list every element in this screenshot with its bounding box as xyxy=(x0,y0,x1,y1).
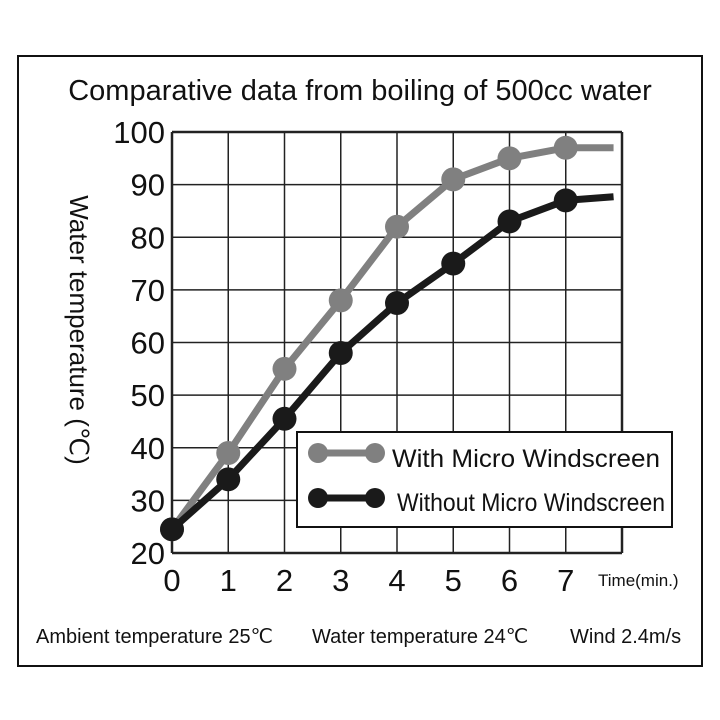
y-tick-label: 20 xyxy=(131,536,165,571)
data-point xyxy=(441,251,466,276)
legend-label-without: Without Micro Windscreen xyxy=(397,489,665,517)
data-point xyxy=(272,406,297,431)
data-point xyxy=(328,288,353,313)
x-tick-label: 7 xyxy=(557,563,574,598)
legend-box xyxy=(296,431,673,528)
x-tick-label: 0 xyxy=(163,563,180,598)
legend-marker-without xyxy=(308,488,328,508)
y-tick-label: 30 xyxy=(131,483,165,518)
y-tick-label: 60 xyxy=(131,326,165,361)
y-axis-label: Water temperature (℃) xyxy=(64,195,94,465)
data-point xyxy=(216,467,241,492)
legend-label-with: With Micro Windscreen xyxy=(392,445,660,473)
y-tick-label: 50 xyxy=(131,378,165,413)
x-tick-label: 2 xyxy=(276,563,293,598)
x-tick-label: 4 xyxy=(388,563,405,598)
footnote-water: Water temperature 24℃ xyxy=(312,626,528,648)
legend: With Micro Windscreen Without Micro Wind… xyxy=(296,431,673,528)
data-point xyxy=(272,356,297,381)
x-tick-label: 6 xyxy=(501,563,518,598)
data-point xyxy=(497,146,522,171)
y-tick-label: 100 xyxy=(113,115,165,150)
y-tick-label: 90 xyxy=(131,168,165,203)
data-point xyxy=(553,135,578,160)
outer-frame xyxy=(17,55,703,667)
y-tick-label: 70 xyxy=(131,273,165,308)
data-point xyxy=(328,341,353,366)
x-tick-label: 5 xyxy=(445,563,462,598)
data-point xyxy=(160,517,184,542)
data-point xyxy=(385,291,409,316)
y-tick-labels: 20 30 40 50 60 70 80 90 100 xyxy=(113,115,165,571)
series-group xyxy=(160,135,614,542)
x-tick-labels: 0 1 2 3 4 5 6 7 xyxy=(163,563,574,598)
y-tick-label: 80 xyxy=(131,220,165,255)
data-point xyxy=(216,441,241,466)
x-tick-label: 1 xyxy=(220,563,237,598)
legend-marker-with xyxy=(365,443,385,463)
y-tick-label: 40 xyxy=(131,431,165,466)
data-point xyxy=(441,167,466,192)
chart-title: Comparative data from boiling of 500cc w… xyxy=(68,75,652,107)
legend-marker-with xyxy=(308,443,328,463)
footnote-wind: Wind 2.4m/s xyxy=(570,626,681,648)
x-axis-label: Time(min.) xyxy=(598,571,679,590)
data-point xyxy=(553,188,578,213)
data-point xyxy=(385,214,409,239)
x-tick-label: 3 xyxy=(332,563,349,598)
data-point xyxy=(497,209,522,234)
footnote-ambient: Ambient temperature 25℃ xyxy=(36,626,273,648)
legend-marker-without xyxy=(365,488,385,508)
